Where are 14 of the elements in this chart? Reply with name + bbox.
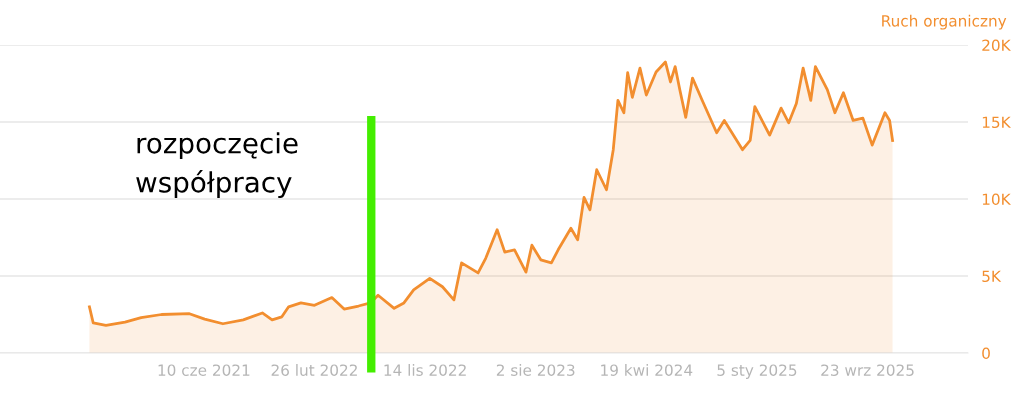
x-tick-label: 19 kwi 2024 xyxy=(601,364,693,376)
x-tick-label: 14 lis 2022 xyxy=(384,364,466,376)
y-tick-label: 20K xyxy=(982,39,1011,52)
y-tick-label: 0 xyxy=(982,347,990,360)
x-tick-label: 26 lut 2022 xyxy=(271,364,357,376)
x-tick-label: 23 wrz 2025 xyxy=(821,364,914,376)
y-axis-title: Ruch organiczny xyxy=(882,14,1007,30)
x-tick-label: 5 sty 2025 xyxy=(717,364,797,379)
ref-line-label: rozpoczęcie współpracy xyxy=(136,132,298,199)
x-tick-label: 10 cze 2021 xyxy=(158,364,250,376)
y-tick-label: 15K xyxy=(982,116,1011,129)
y-tick-label: 5K xyxy=(982,270,1002,283)
y-tick-label: 10K xyxy=(982,193,1011,206)
x-tick-label: 2 sie 2023 xyxy=(496,364,575,376)
